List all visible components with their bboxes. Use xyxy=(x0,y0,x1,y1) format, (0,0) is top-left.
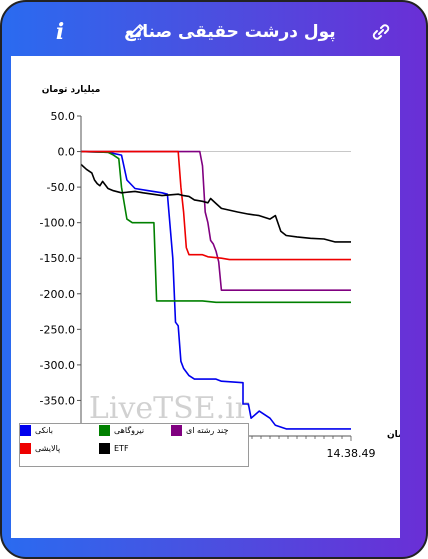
page-title: پول درشت حقیقی صنایع xyxy=(124,22,336,42)
legend-swatch xyxy=(99,425,110,436)
y-tick-label: 0.0 xyxy=(58,146,76,159)
legend-swatch xyxy=(99,443,110,454)
series-line xyxy=(80,163,351,243)
y-tick-label: -100.0 xyxy=(40,217,75,230)
series-line xyxy=(80,150,351,430)
legend-swatch xyxy=(20,425,31,436)
x-axis-label: زمان xyxy=(387,430,400,440)
legend-label: پالایشی xyxy=(35,444,61,453)
legend: بانکی نیروگاهی چند رشته ای پالایشی ETF xyxy=(19,423,249,467)
y-tick-label: -150.0 xyxy=(40,252,75,265)
x-tick-label: 14.38.49 xyxy=(327,447,376,460)
link-icon[interactable] xyxy=(370,21,392,43)
header-bar: i پول درشت حقیقی صنایع xyxy=(10,8,420,56)
y-tick-label: -200.0 xyxy=(40,288,75,301)
y-axis-label: میلیارد تومان xyxy=(42,85,101,95)
legend-label: چند رشته ای xyxy=(186,426,229,435)
series-line xyxy=(80,150,351,304)
watermark: LiveTSE.ir xyxy=(89,391,250,426)
y-tick-label: -50.0 xyxy=(47,181,75,194)
legend-swatch xyxy=(171,425,182,436)
pencil-icon[interactable] xyxy=(128,22,146,40)
series-line xyxy=(81,150,351,261)
legend-label: ETF xyxy=(114,444,129,453)
y-tick-label: -350.0 xyxy=(40,394,75,407)
legend-label: بانکی xyxy=(35,426,53,435)
info-icon[interactable]: i xyxy=(55,19,65,45)
y-tick-label: -300.0 xyxy=(40,359,75,372)
series-line xyxy=(81,150,351,291)
legend-swatch xyxy=(20,443,31,454)
legend-label: نیروگاهی xyxy=(114,426,145,435)
y-tick-label: 50.0 xyxy=(51,110,76,123)
y-tick-label: -250.0 xyxy=(40,323,75,336)
